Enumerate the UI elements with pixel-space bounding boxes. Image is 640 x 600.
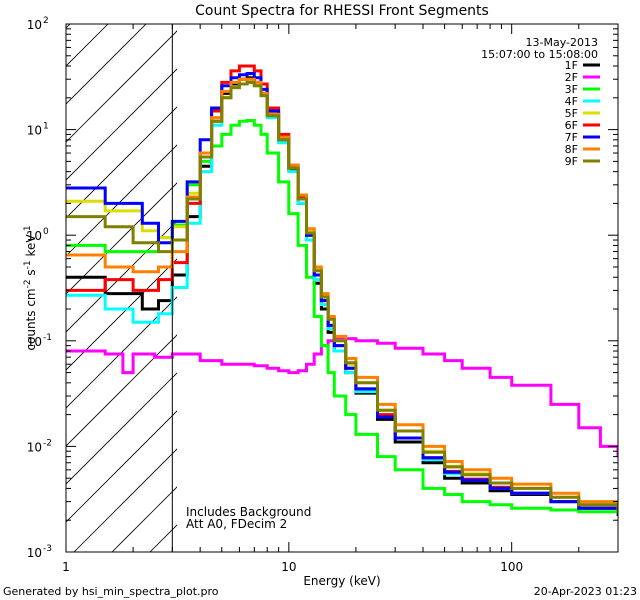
legend-label-5F: 5F — [565, 107, 578, 120]
hatch-line — [66, 106, 177, 219]
legend-label-1F: 1F — [565, 59, 578, 72]
x-tick-label: 1 — [62, 560, 70, 574]
y-tick-exponent: -1 — [43, 333, 52, 343]
y-tick-label: 10 — [27, 124, 42, 138]
series-line-7F — [66, 72, 618, 516]
y-tick-label: 10 — [27, 335, 42, 349]
y-axis-label: counts cm-2 s-1 keV-1 — [23, 225, 38, 350]
series-line-1F — [66, 76, 618, 516]
date-label: 13-May-2013 — [526, 36, 598, 49]
hatch-line — [66, 410, 177, 523]
legend-label-2F: 2F — [565, 71, 578, 84]
series-line-4F — [66, 80, 618, 516]
y-tick-label: 10 — [27, 18, 42, 32]
x-tick-label: 100 — [500, 560, 523, 574]
hatch-line — [66, 24, 109, 67]
annotation-background: Includes Background — [186, 505, 311, 519]
timestamp-label: 20-Apr-2023 01:23 — [534, 585, 637, 598]
x-axis-label: Energy (keV) — [303, 574, 380, 588]
series-line-3F — [66, 119, 618, 516]
hatch-line — [66, 182, 177, 295]
legend-label-3F: 3F — [565, 83, 578, 96]
plot-frame — [65, 23, 619, 553]
hatch-line — [111, 486, 177, 552]
y-tick-exponent: -2 — [43, 438, 52, 448]
chart-title: Count Spectra for RHESSI Front Segments — [195, 3, 489, 19]
series-line-9F — [66, 80, 618, 514]
legend-label-4F: 4F — [565, 95, 578, 108]
y-tick-label: 10 — [27, 546, 42, 560]
generated-by-label: Generated by hsi_min_spectra_plot.pro — [3, 585, 219, 598]
annotation-attenuator: Att A0, FDecim 2 — [186, 517, 287, 531]
time-range-label: 15:07:00 to 15:08:00 — [481, 48, 598, 61]
hatch-line — [73, 448, 177, 552]
legend-label-7F: 7F — [565, 131, 578, 144]
y-tick-exponent: -3 — [43, 544, 52, 554]
legend-label-8F: 8F — [565, 143, 578, 156]
y-tick-label: 10 — [27, 229, 42, 243]
legend-label-6F: 6F — [565, 119, 578, 132]
y-tick-exponent: 0 — [43, 227, 49, 237]
legend-label-9F: 9F — [565, 155, 578, 168]
y-tick-exponent: 1 — [43, 122, 49, 132]
series-line-6F — [66, 64, 618, 516]
y-tick-exponent: 2 — [43, 16, 49, 26]
hatch-line — [66, 24, 147, 105]
series-line-8F — [66, 77, 618, 510]
series-layer — [66, 64, 618, 516]
series-line-5F — [66, 80, 618, 512]
x-tick-label: 10 — [281, 560, 296, 574]
y-tick-label: 10 — [27, 440, 42, 454]
hatch-line — [66, 30, 177, 143]
hatch-line — [66, 372, 177, 485]
